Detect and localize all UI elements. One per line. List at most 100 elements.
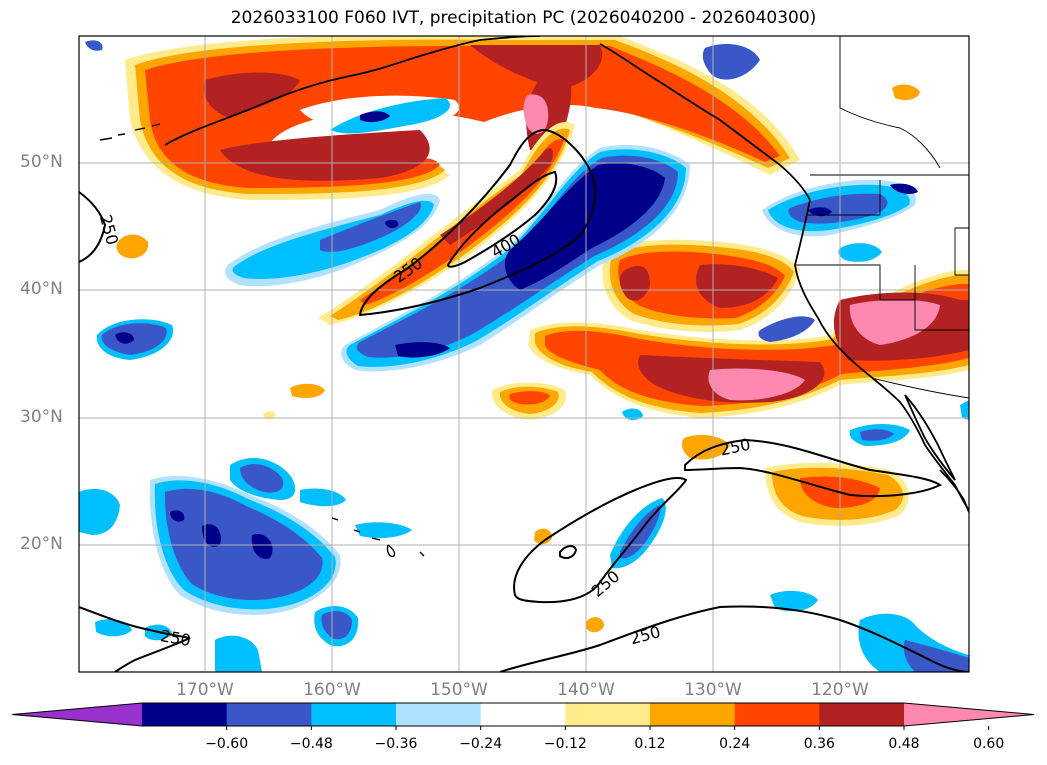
neg-bit-30n	[622, 408, 643, 421]
colorbar-tick-label: −0.48	[289, 736, 333, 752]
lat-label-20n: 20°N	[20, 534, 63, 554]
colorbar-bin	[734, 703, 820, 726]
lon-label-120w: 120°W	[811, 680, 869, 700]
neg-cluster-north-blue	[240, 464, 284, 493]
neg-cluster-hawaii	[355, 522, 412, 538]
colorbar-tick-label: 0.36	[803, 736, 835, 752]
neg-cluster-south-edge	[215, 635, 262, 672]
lat-label-40n: 40°N	[20, 279, 63, 299]
ar-band-darkred	[440, 148, 553, 245]
contour-250-small-loop	[559, 545, 578, 559]
lon-label-150w: 150°W	[430, 680, 488, 700]
contour-250-west	[79, 191, 107, 263]
gulf-arc-pink	[523, 94, 549, 134]
neg-cluster-navy	[170, 510, 273, 559]
hawaii-islands	[331, 517, 425, 558]
atmospheric-river-band	[318, 122, 575, 325]
colorbar-tick-label: −0.36	[374, 736, 418, 752]
contour-250-trough	[513, 477, 688, 604]
alaska-canada-border	[839, 36, 941, 169]
colorbar-bin	[142, 703, 228, 726]
colorbar-bin	[396, 703, 482, 726]
neg-patch-coastal	[758, 316, 815, 342]
contour-250-southwest	[79, 606, 191, 672]
blob-near-270	[263, 411, 276, 420]
colorbar-bin	[480, 703, 566, 726]
neg-patch-36n-navy	[115, 332, 134, 344]
neg-cluster-small3-core	[321, 611, 352, 640]
blob-290-32	[290, 383, 325, 398]
neg-cluster-blue	[164, 488, 323, 600]
blob-30n-core	[509, 391, 550, 405]
neg-patch-pnw-blue	[788, 193, 888, 224]
colorbar-bin	[311, 703, 397, 726]
colorbar-bin	[226, 703, 312, 726]
neg-bit-east-edge	[960, 400, 969, 420]
colorbar-tick-label: 0.48	[888, 736, 920, 752]
colorbar-tick-label: 0.12	[634, 736, 666, 752]
blob-15n-yellow	[586, 617, 604, 633]
neg-patch-southeast-blue	[903, 640, 969, 672]
gulf-arc-darkred	[203, 45, 602, 181]
subtropical-pink	[708, 299, 940, 401]
colorbar-tick-label: 0.24	[719, 736, 751, 752]
neg-patch-ida	[838, 243, 882, 262]
graticule	[79, 36, 969, 672]
colorbar-bin	[650, 703, 736, 726]
lon-label-170w: 170°W	[176, 680, 234, 700]
negative-anomaly-regions	[79, 40, 969, 672]
coastal-darkred	[619, 264, 778, 308]
contour-250-subtropical	[684, 438, 942, 498]
colorbar-tick-label: −0.24	[459, 736, 503, 752]
lon-label-130w: 130°W	[684, 680, 742, 700]
neg-bit-28n-east-core	[860, 429, 894, 441]
blob-east-28n	[682, 434, 730, 460]
neg-patch-pnw-navy	[808, 183, 918, 217]
neg-patch-45n-blue	[320, 202, 421, 252]
blob-20n-yellow	[534, 528, 552, 545]
neg-patch-north-coast	[702, 44, 760, 80]
blob-northeast-orange	[892, 84, 920, 100]
ar-band-orange	[330, 128, 570, 320]
neg-cluster-west-edge	[79, 488, 120, 535]
colorbar-tick-label: −0.60	[205, 736, 249, 752]
positive-anomaly-regions	[116, 36, 969, 633]
us-state-borders	[795, 180, 969, 331]
colorbar-tick-label: −0.12	[543, 736, 587, 752]
colorbar-outline	[11, 702, 1035, 727]
lon-label-160w: 160°W	[303, 680, 361, 700]
map-frame	[78, 35, 970, 673]
colorbar	[11, 702, 1035, 730]
political-borders	[795, 36, 969, 399]
lon-label-140w: 140°W	[557, 680, 615, 700]
alaska-coastline	[164, 36, 541, 146]
colorbar-extend-min	[12, 703, 142, 726]
colorbar-extend-max	[904, 703, 1034, 726]
contour-400-ar	[446, 170, 558, 268]
colorbar-tick-label: 0.60	[973, 736, 1005, 752]
colorbar-bin	[819, 703, 905, 726]
main-negative-band-navy	[395, 163, 665, 358]
neg-patch-36n-blue	[101, 323, 167, 355]
neg-patch-alaska	[330, 98, 451, 134]
contour-250-ar	[358, 128, 597, 317]
colorbar-bin	[565, 703, 651, 726]
mexico-coast	[939, 469, 969, 513]
ivt-contours	[79, 128, 969, 672]
chart-title: 2026033100 F060 IVT, precipitation PC (2…	[230, 8, 817, 28]
gulf-arc-red	[145, 45, 780, 188]
baja-california	[904, 394, 956, 481]
coastlines	[99, 36, 969, 558]
us-mexico-border	[871, 377, 969, 399]
lat-label-30n: 30°N	[20, 407, 63, 427]
blob-orange-west	[116, 234, 149, 259]
neg-patch-45n-navy	[385, 219, 399, 229]
neg-cluster-small1	[300, 488, 346, 507]
map-content: 250 250 400 250 250 250 250	[79, 36, 969, 672]
aleutian-islands	[99, 123, 161, 141]
neg-patch-alaska-core	[360, 111, 390, 123]
southeast-alaska-coast	[599, 43, 811, 201]
lat-label-50n: 50°N	[20, 152, 63, 172]
neg-patch-nw-corner	[85, 40, 103, 51]
